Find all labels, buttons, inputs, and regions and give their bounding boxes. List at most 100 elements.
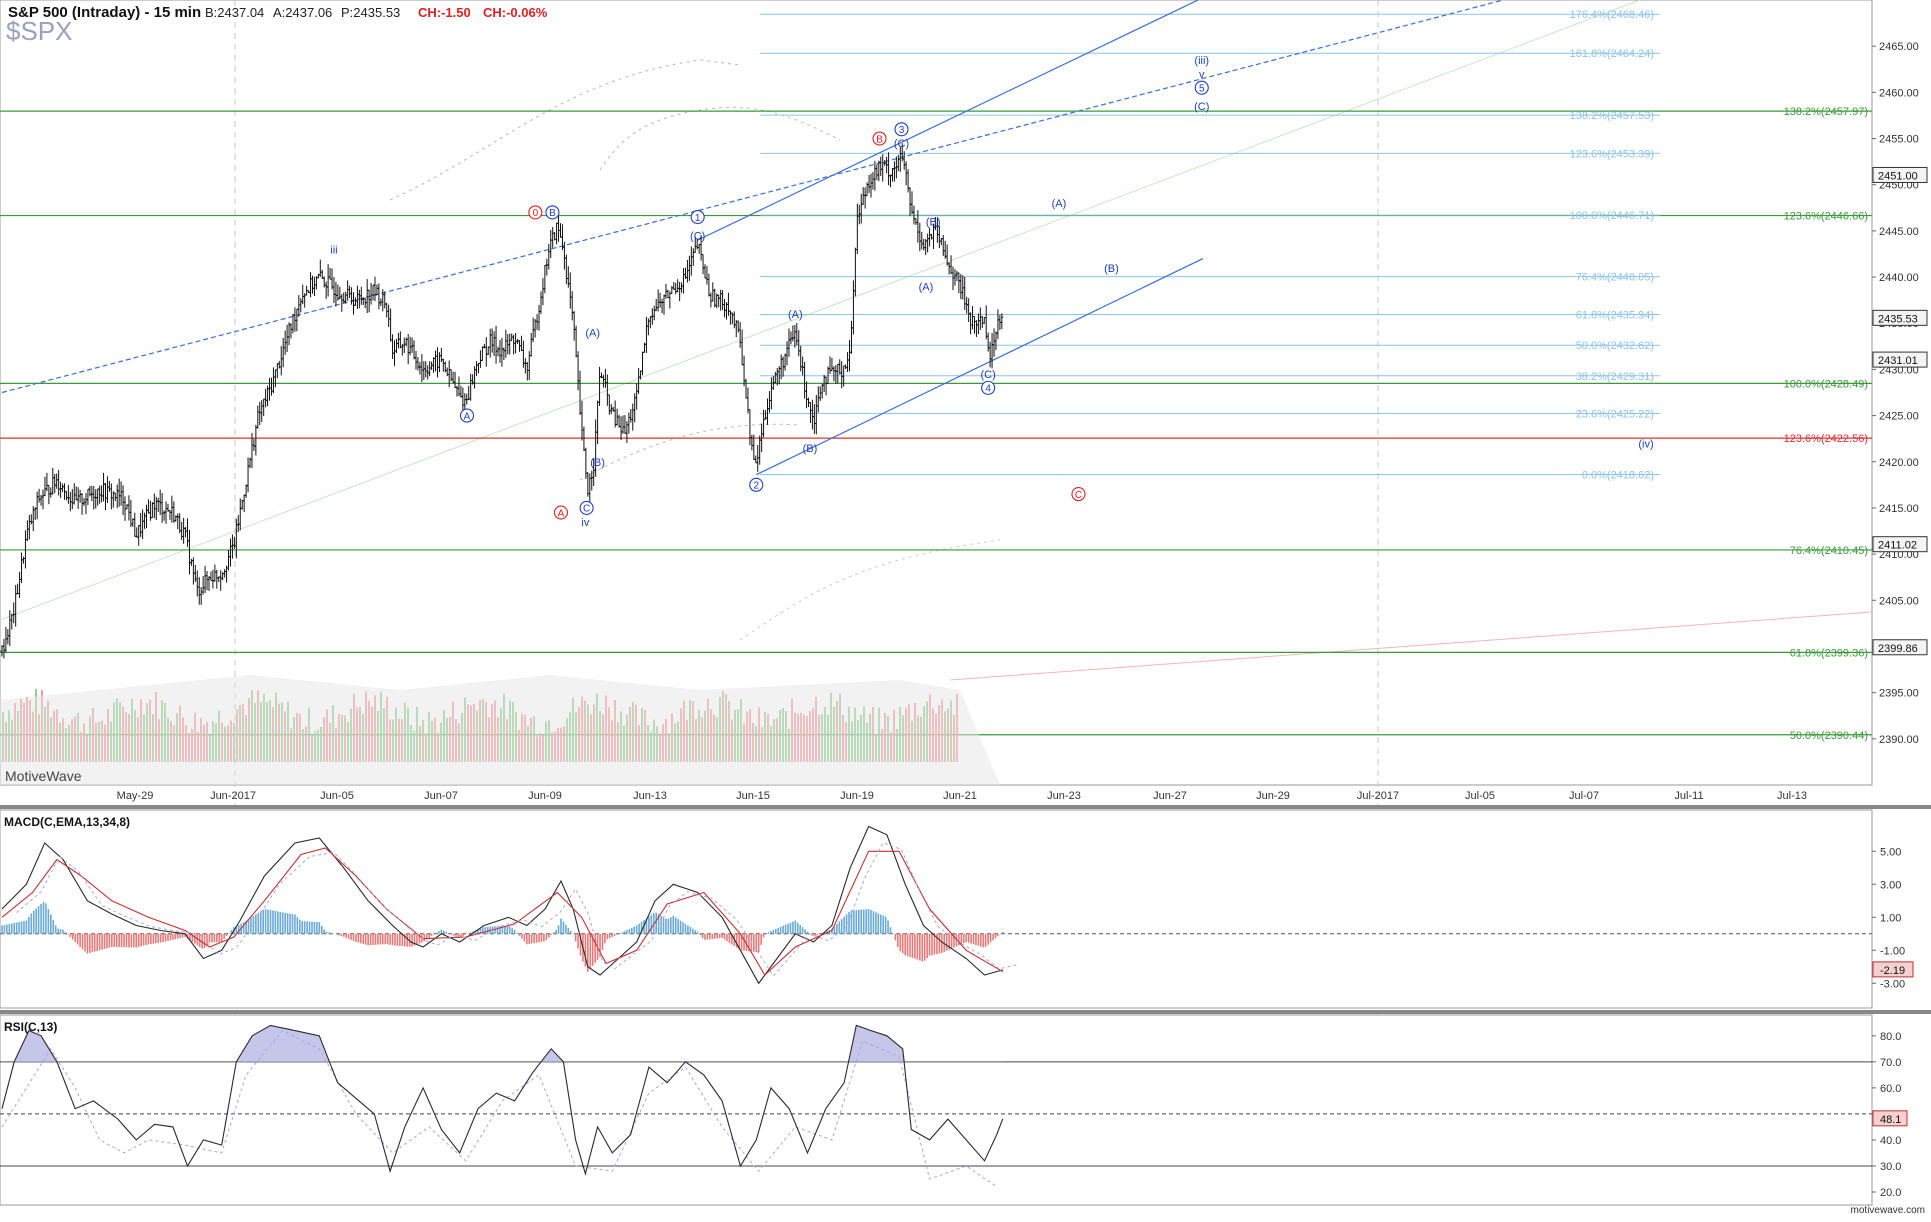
macd-histogram-bar — [21, 922, 23, 934]
macd-histogram-bar — [575, 934, 577, 942]
macd-histogram-bar — [221, 934, 223, 942]
macd-histogram-bar — [868, 909, 870, 934]
macd-histogram-bar — [353, 934, 355, 941]
fib-lightblue-label: 138.2%(2457.53) — [1570, 110, 1654, 122]
macd-histogram-bar — [311, 922, 313, 934]
macd-histogram-bar — [699, 934, 701, 935]
macd-histogram-bar — [506, 926, 508, 934]
macd-histogram-bar — [568, 928, 570, 934]
macd-histogram-bar — [267, 910, 269, 934]
bid-value: B:2437.04 — [205, 5, 264, 20]
fib-green-label: 76.4%(2410.45) — [1790, 545, 1868, 557]
macd-histogram-bar — [775, 929, 777, 934]
macd-histogram-bar — [28, 917, 30, 934]
macd-histogram-bar — [23, 921, 25, 934]
macd-histogram-bar — [621, 932, 623, 933]
macd-histogram-bar — [555, 930, 557, 934]
macd-histogram-bar — [438, 931, 440, 934]
macd-histogram-bar — [548, 934, 550, 938]
macd-histogram-bar — [96, 934, 98, 951]
macd-histogram-bar — [299, 920, 301, 934]
macd-histogram-bar — [370, 934, 372, 945]
macd-histogram-bar — [211, 934, 213, 943]
macd-histogram-bar — [92, 934, 94, 952]
macd-histogram-bar — [275, 911, 277, 934]
macd-histogram-bar — [629, 929, 631, 934]
macd-histogram-bar — [309, 922, 311, 934]
macd-histogram-bar — [533, 934, 535, 943]
y-tick-label: 2395.00 — [1879, 688, 1919, 700]
wave-label-text: A — [464, 411, 471, 422]
wave-label-text: (B) — [590, 457, 605, 469]
macd-histogram-bar — [306, 921, 308, 933]
macd-histogram-bar — [602, 934, 604, 950]
macd-histogram-bar — [40, 904, 42, 934]
macd-histogram-bar — [323, 929, 325, 933]
macd-histogram-bar — [858, 910, 860, 934]
macd-histogram-bar — [563, 922, 565, 934]
macd-histogram-bar — [526, 934, 528, 945]
macd-histogram-bar — [89, 934, 91, 953]
macd-histogram-bar — [194, 934, 196, 944]
macd-histogram-bar — [802, 927, 804, 934]
macd-histogram-bar — [272, 911, 274, 934]
macd-histogram-bar — [118, 934, 120, 947]
macd-histogram-bar — [856, 910, 858, 934]
wave-label-text: (A) — [585, 327, 600, 339]
wave-label-text: iii — [330, 244, 337, 256]
rsi-y-tick-label: 20.0 — [1880, 1187, 1901, 1199]
macd-histogram-bar — [924, 934, 926, 961]
macd-histogram-bar — [33, 911, 35, 934]
wave-label-text: (A) — [788, 309, 803, 321]
macd-histogram-bar — [48, 909, 50, 934]
macd-histogram-bar — [973, 934, 975, 945]
macd-histogram-bar — [670, 917, 672, 933]
macd-histogram-bar — [704, 934, 706, 940]
footer-text: motivewave.com — [1851, 1205, 1925, 1216]
macd-histogram-bar — [819, 934, 821, 935]
macd-histogram-bar — [70, 934, 72, 937]
macd-histogram-bar — [558, 925, 560, 933]
change-value: CH:-1.50 — [418, 5, 471, 20]
macd-histogram-bar — [448, 933, 450, 934]
macd-histogram-bar — [631, 928, 633, 934]
macd-histogram-bar — [687, 925, 689, 933]
macd-histogram-bar — [60, 929, 62, 934]
macd-y-tick-label: 1.00 — [1880, 912, 1901, 924]
fib-lightblue-label: 38.2%(2429.31) — [1576, 371, 1654, 383]
macd-histogram-bar — [716, 934, 718, 939]
macd-histogram-bar — [516, 933, 518, 934]
macd-histogram-bar — [626, 930, 628, 934]
fib-lightblue-label: 61.8%(2435.94) — [1576, 310, 1654, 322]
x-tick-label: Jul-11 — [1674, 790, 1703, 802]
macd-histogram-bar — [304, 921, 306, 934]
macd-histogram-bar — [294, 915, 296, 934]
wave-label-text: B — [876, 134, 883, 145]
fib-lightblue-label: 123.6%(2453.39) — [1570, 148, 1654, 160]
macd-histogram-bar — [616, 934, 618, 935]
macd-histogram-bar — [9, 924, 11, 934]
macd-histogram-bar — [133, 934, 135, 948]
macd-histogram-bar — [289, 914, 291, 934]
fib-green-label: 61.8%(2399.36) — [1790, 647, 1868, 659]
macd-histogram-bar — [365, 934, 367, 945]
wave-label-text: B — [549, 208, 556, 219]
macd-histogram-bar — [897, 934, 899, 947]
macd-histogram-bar — [675, 917, 677, 933]
macd-histogram-bar — [885, 917, 887, 934]
macd-histogram-bar — [218, 934, 220, 942]
macd-histogram-bar — [987, 934, 989, 945]
macd-histogram-bar — [394, 934, 396, 946]
macd-histogram-bar — [851, 911, 853, 934]
macd-histogram-bar — [170, 934, 172, 941]
ask-value: A:2437.06 — [273, 5, 332, 20]
macd-histogram-bar — [57, 929, 59, 934]
macd-title: MACD(C,EMA,13,34,8) — [4, 815, 130, 829]
fib-lightblue-label: 161.8%(2464.24) — [1570, 48, 1654, 60]
macd-histogram-bar — [153, 934, 155, 944]
macd-histogram-bar — [411, 934, 413, 947]
macd-histogram-bar — [624, 931, 626, 934]
macd-histogram-bar — [672, 916, 674, 934]
wave-label-text: iv — [581, 517, 589, 529]
macd-histogram-bar — [975, 934, 977, 945]
